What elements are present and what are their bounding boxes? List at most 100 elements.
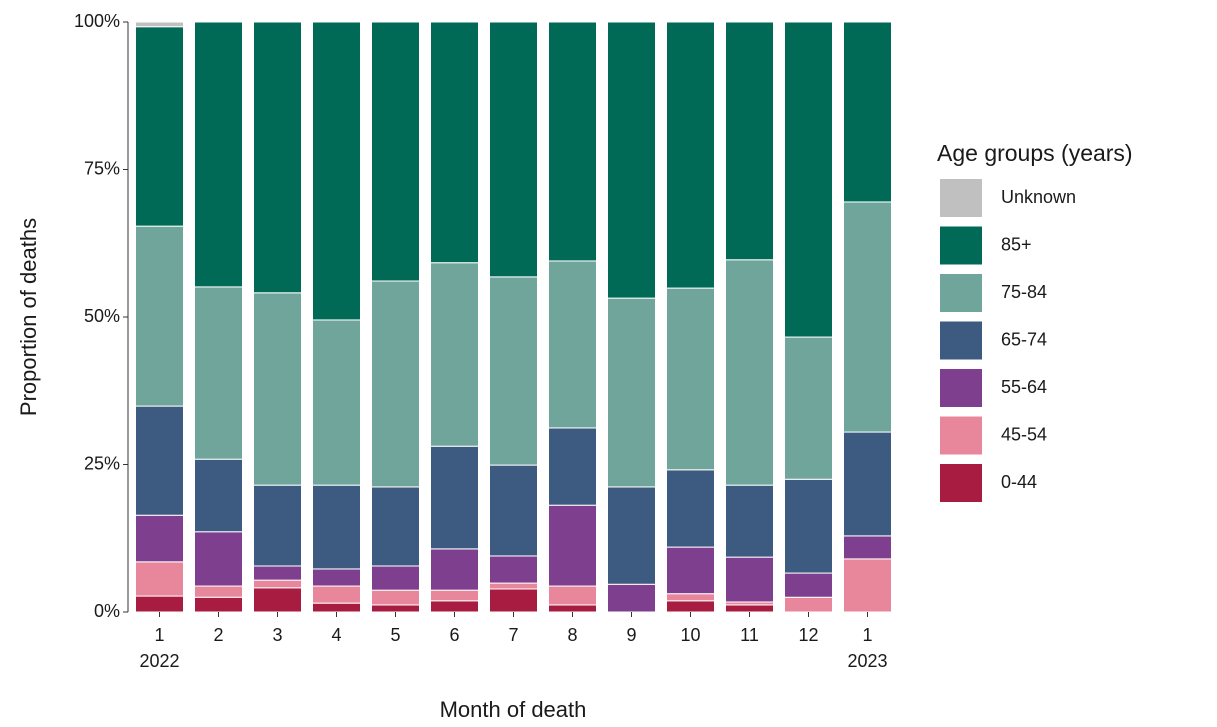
bar-segment bbox=[784, 478, 833, 574]
bar-segment bbox=[607, 486, 656, 585]
bar-segment bbox=[666, 469, 715, 548]
bar-segment bbox=[135, 225, 184, 407]
bar-segment bbox=[253, 484, 302, 567]
bar-segment bbox=[430, 262, 479, 447]
y-tick-label: 50% bbox=[84, 306, 120, 326]
bar-segment bbox=[725, 556, 774, 603]
bar-segment bbox=[430, 600, 479, 613]
bar-segment bbox=[135, 595, 184, 613]
bar-segment bbox=[312, 568, 361, 587]
bar-segment bbox=[194, 286, 243, 460]
bar-segment bbox=[666, 546, 715, 595]
bar-segment bbox=[371, 565, 420, 591]
bar-segment bbox=[194, 596, 243, 613]
bar-segment bbox=[548, 260, 597, 429]
y-tick-label: 0% bbox=[94, 601, 120, 621]
x-tick-label: 4 bbox=[331, 625, 341, 645]
bar-segment bbox=[548, 585, 597, 606]
bar-segment bbox=[312, 602, 361, 613]
bar-segment bbox=[548, 604, 597, 613]
bar-segment bbox=[371, 589, 420, 606]
bar-segment bbox=[843, 21, 892, 203]
bar-segment bbox=[312, 21, 361, 321]
legend-label: 75-84 bbox=[1001, 282, 1047, 302]
legend-swatch bbox=[940, 321, 982, 360]
bar-segment bbox=[253, 579, 302, 589]
x-tick-label: 11 bbox=[740, 625, 759, 645]
x-tick-sublabel: 2023 bbox=[847, 651, 887, 671]
x-tick-label: 5 bbox=[390, 625, 400, 645]
bar-segment bbox=[725, 21, 774, 261]
legend-swatch bbox=[940, 464, 982, 502]
bar-segment bbox=[607, 583, 656, 613]
x-tick-label: 3 bbox=[272, 625, 282, 645]
bar-segment bbox=[312, 484, 361, 570]
y-axis-title: Proportion of deaths bbox=[16, 218, 41, 416]
bar-segment bbox=[843, 558, 892, 613]
bar-segment bbox=[489, 582, 538, 590]
bar-segment bbox=[489, 555, 538, 584]
x-tick-label: 1 bbox=[154, 625, 164, 645]
x-tick-label: 10 bbox=[680, 625, 700, 645]
bar-segment bbox=[194, 21, 243, 288]
bar-segment bbox=[135, 21, 184, 28]
bar-segment bbox=[194, 458, 243, 533]
bar-segment bbox=[548, 427, 597, 506]
bar-segment bbox=[371, 21, 420, 282]
x-tick-sublabel: 2022 bbox=[139, 651, 179, 671]
legend-label: Unknown bbox=[1001, 187, 1076, 207]
bar-segment bbox=[312, 319, 361, 486]
bar-segment bbox=[607, 297, 656, 488]
x-tick-label: 1 bbox=[862, 625, 872, 645]
bar-segment bbox=[725, 259, 774, 486]
bar-segment bbox=[489, 588, 538, 613]
bar-segment bbox=[666, 600, 715, 613]
bar-segment bbox=[784, 336, 833, 480]
x-axis-title: Month of death bbox=[440, 697, 587, 722]
bar-segment bbox=[430, 445, 479, 550]
y-tick-label: 100% bbox=[74, 11, 120, 31]
bar-segment bbox=[312, 585, 361, 604]
bar-segment bbox=[725, 604, 774, 613]
bar-segment bbox=[725, 484, 774, 558]
legend-swatch bbox=[940, 179, 982, 217]
bar-segment bbox=[253, 21, 302, 294]
bar-segment bbox=[784, 572, 833, 598]
bar-segment bbox=[194, 585, 243, 598]
y-tick-label: 75% bbox=[84, 158, 120, 178]
bar-segment bbox=[371, 280, 420, 488]
bar-segment bbox=[607, 21, 656, 299]
bar-segment bbox=[253, 565, 302, 581]
bar-segment bbox=[371, 486, 420, 567]
legend-swatch bbox=[940, 369, 982, 407]
x-tick-label: 8 bbox=[567, 625, 577, 645]
bar-segment bbox=[489, 21, 538, 278]
legend-label: 55-64 bbox=[1001, 377, 1047, 397]
bar-segment bbox=[135, 561, 184, 597]
bar-segment bbox=[253, 292, 302, 486]
legend-label: 85+ bbox=[1001, 234, 1032, 254]
bar-segment bbox=[194, 531, 243, 587]
bar-segment bbox=[843, 535, 892, 560]
bar-segment bbox=[548, 21, 597, 262]
bar-segment bbox=[430, 548, 479, 591]
legend-label: 65-74 bbox=[1001, 329, 1047, 349]
bar-segment bbox=[371, 604, 420, 613]
bar-segment bbox=[489, 276, 538, 466]
bar-segment bbox=[253, 587, 302, 613]
y-tick-label: 25% bbox=[84, 453, 120, 473]
x-tick-label: 12 bbox=[798, 625, 818, 645]
legend-swatch bbox=[940, 226, 982, 265]
bar-segment bbox=[843, 201, 892, 433]
x-tick-label: 7 bbox=[508, 625, 518, 645]
legend-label: 45-54 bbox=[1001, 424, 1047, 444]
bar-segment bbox=[666, 287, 715, 471]
legend-title: Age groups (years) bbox=[937, 140, 1133, 166]
bar-segment bbox=[784, 596, 833, 613]
bar-segment bbox=[135, 26, 184, 227]
bar-segment bbox=[135, 514, 184, 563]
x-tick-label: 6 bbox=[449, 625, 459, 645]
bar-segment bbox=[489, 464, 538, 557]
